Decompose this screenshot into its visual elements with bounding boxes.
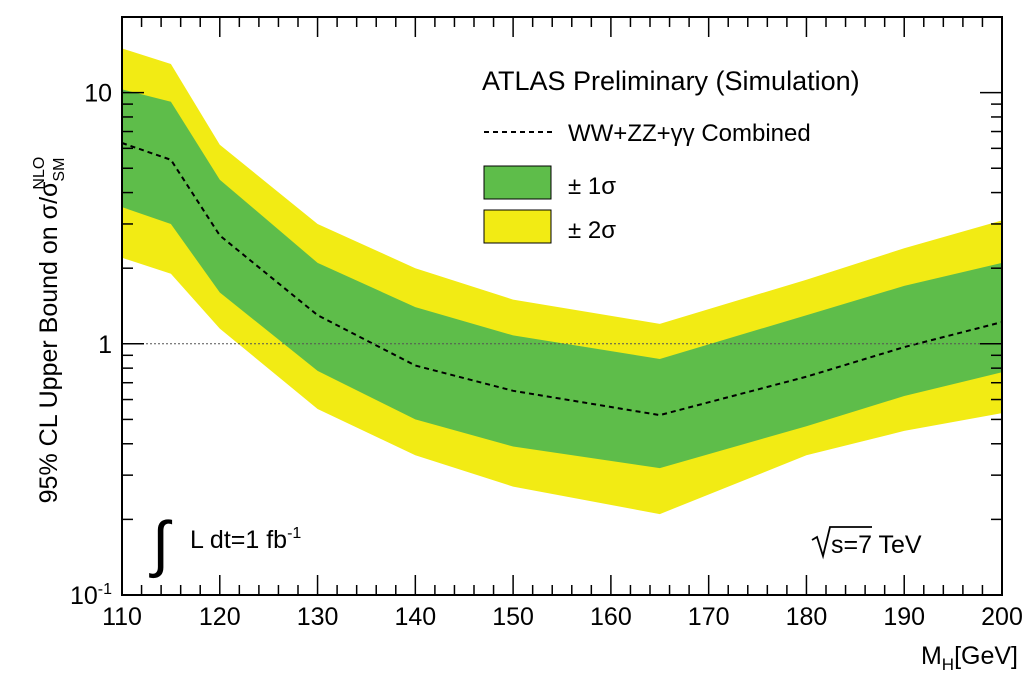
- legend-1sigma-label: ± 1σ: [568, 173, 616, 200]
- x-tick-label: 140: [394, 603, 436, 631]
- x-tick-labels: 110 120 130 140 150 160 170 180 190 200: [102, 603, 1023, 631]
- x-tick-label: 190: [883, 603, 925, 631]
- legend: WW+ZZ+γγ Combined ± 1σ ± 2σ: [483, 120, 811, 244]
- y-axis-label-main: 95% CL Upper Bound on σ/σ: [35, 181, 63, 503]
- x-axis-label-rest: [GeV]: [954, 642, 1018, 670]
- energy-text: s=7 TeV: [831, 531, 922, 559]
- chart-title: ATLAS Preliminary (Simulation): [482, 66, 860, 96]
- x-tick-label: 160: [590, 603, 632, 631]
- axis-ticks: [121, 16, 1003, 596]
- luminosity-main: L dt=1 fb: [190, 526, 287, 554]
- y-axis-label: 95% CL Upper Bound on σ/σSMNLO: [31, 157, 68, 504]
- expected-limit-line: [121, 142, 1003, 417]
- x-tick-label: 200: [981, 603, 1023, 631]
- y-tick-label: 10: [84, 80, 112, 108]
- legend-2sigma-swatch: [483, 209, 552, 244]
- luminosity-text: L dt=1 fb-1: [190, 525, 301, 554]
- x-axis-label-sub: H: [942, 655, 954, 673]
- x-tick-label: 150: [492, 603, 534, 631]
- y-tick-label-base: 10: [84, 80, 112, 108]
- y-tick-label-sup: -1: [98, 581, 112, 598]
- plot-frame: [121, 16, 1003, 596]
- luminosity-annotation: ∫ L dt=1 fb-1: [149, 510, 301, 579]
- y-tick-label-base: 10: [70, 582, 98, 610]
- x-tick-label: 180: [786, 603, 828, 631]
- x-tick-label: 130: [297, 603, 339, 631]
- y-tick-label-base: 1: [98, 331, 112, 359]
- integral-sign: ∫: [149, 510, 173, 579]
- legend-1sigma-swatch: [483, 165, 552, 200]
- sqrt-sign: [811, 526, 872, 560]
- y-axis-label-sup: NLO: [31, 157, 48, 190]
- y-axis-label-sub: SM: [51, 158, 68, 182]
- luminosity-sup: -1: [287, 525, 301, 542]
- legend-2sigma-label: ± 2σ: [568, 217, 616, 244]
- band-1sigma: [122, 89, 1002, 469]
- legend-expected-label: WW+ZZ+γγ Combined: [568, 120, 811, 147]
- y-tick-label: 1: [98, 331, 112, 359]
- x-axis-label: MH[GeV]: [921, 642, 1018, 673]
- energy-annotation: s=7 TeV: [811, 526, 922, 560]
- y-tick-label: 10-1: [70, 581, 112, 610]
- x-tick-label: 120: [199, 603, 241, 631]
- x-tick-label: 170: [688, 603, 730, 631]
- x-tick-label: 110: [102, 603, 142, 631]
- x-axis-label-main: M: [921, 642, 942, 670]
- plot-area: [121, 48, 1003, 515]
